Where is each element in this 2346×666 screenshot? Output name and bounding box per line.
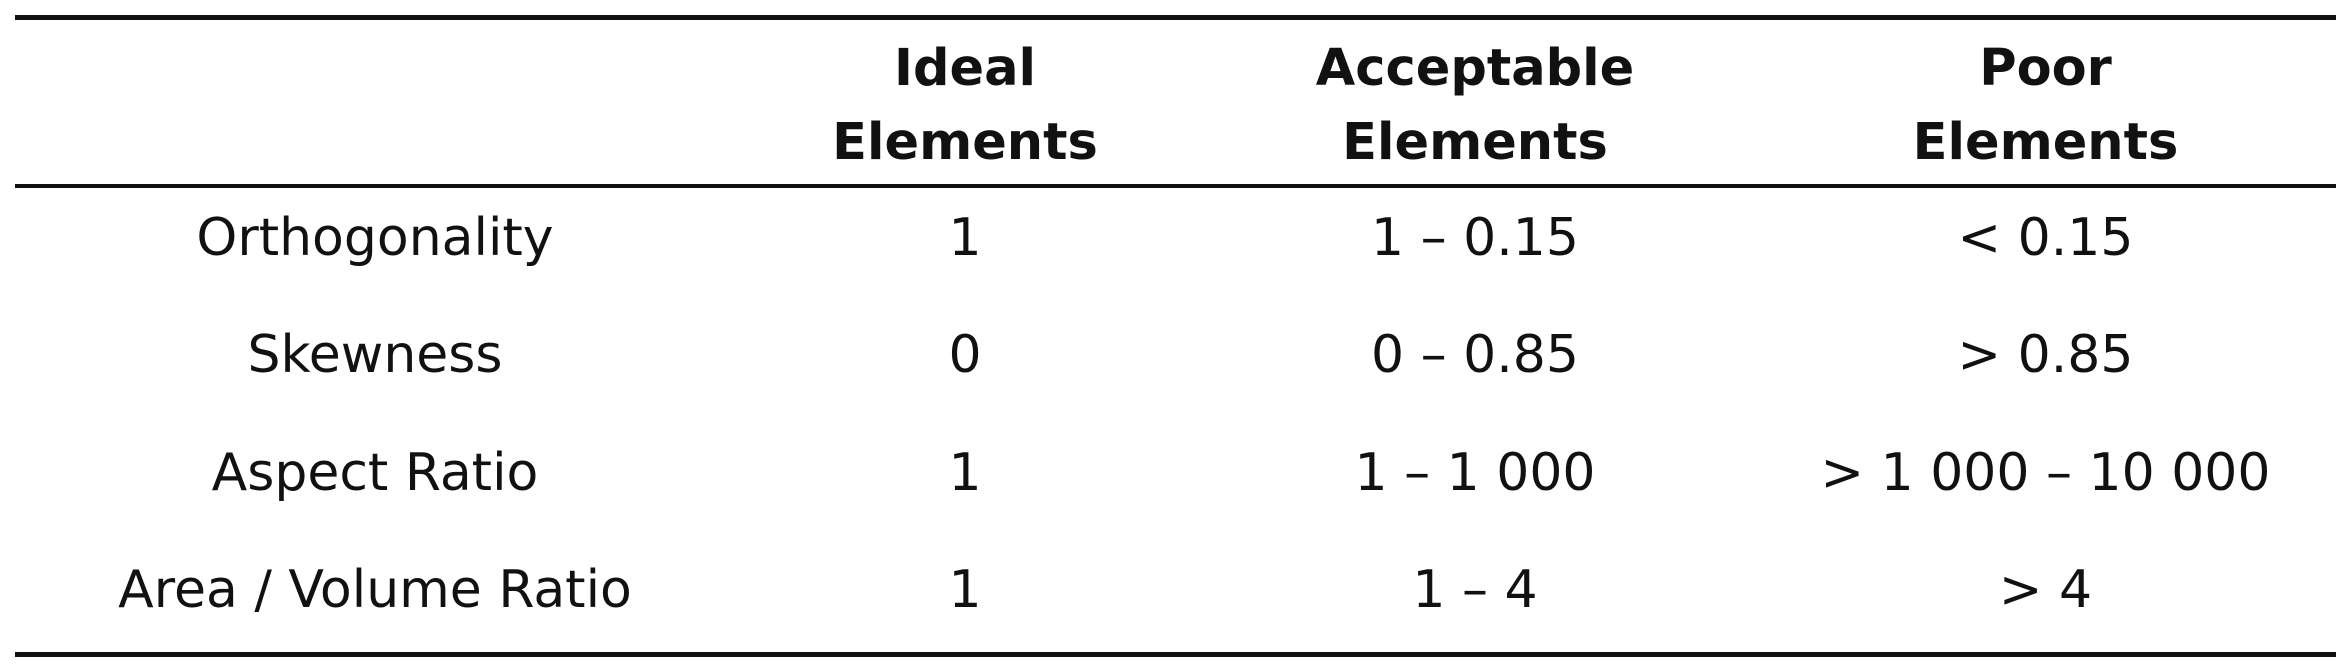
table-cell: 1 bbox=[948, 560, 982, 620]
table-cell: > 1 000 – 10 000 bbox=[1820, 443, 2271, 503]
table-cell: > 4 bbox=[1998, 560, 2093, 620]
row-label-cell: Orthogonality bbox=[196, 208, 554, 268]
row-label-cell: Aspect Ratio bbox=[211, 443, 539, 503]
header-line-1: Ideal bbox=[894, 39, 1036, 98]
table-bottom-rule bbox=[15, 652, 2336, 657]
table-cell: < 0.15 bbox=[1957, 208, 2134, 268]
table-cell: 0 – 0.85 bbox=[1371, 325, 1579, 385]
header-separator-rule bbox=[15, 184, 2336, 188]
table-cell: 1 bbox=[948, 208, 982, 268]
header-line-1: Acceptable bbox=[1315, 39, 1635, 98]
header-line-2: Elements bbox=[1342, 113, 1608, 172]
header-cell-poor: Poor Elements bbox=[1755, 32, 2336, 180]
header-line-2: Elements bbox=[832, 113, 1098, 172]
table-cell: 1 bbox=[948, 443, 982, 503]
header-line-1: Poor bbox=[1979, 39, 2112, 98]
table-cell: 1 – 1 000 bbox=[1354, 443, 1596, 503]
header-line-2: Elements bbox=[1912, 113, 2179, 172]
row-label-cell: Skewness bbox=[247, 325, 503, 385]
table-cell: 0 bbox=[948, 325, 982, 385]
header-cell-empty bbox=[15, 32, 735, 180]
row-label-cell: Area / Volume Ratio bbox=[118, 560, 632, 620]
header-cell-acceptable: Acceptable Elements bbox=[1195, 32, 1755, 180]
header-cell-ideal: Ideal Elements bbox=[735, 32, 1195, 180]
table-cell: 1 – 4 bbox=[1412, 560, 1538, 620]
table-top-rule bbox=[15, 15, 2336, 20]
table-cell: 1 – 0.15 bbox=[1371, 208, 1579, 268]
table-cell: > 0.85 bbox=[1957, 325, 2134, 385]
